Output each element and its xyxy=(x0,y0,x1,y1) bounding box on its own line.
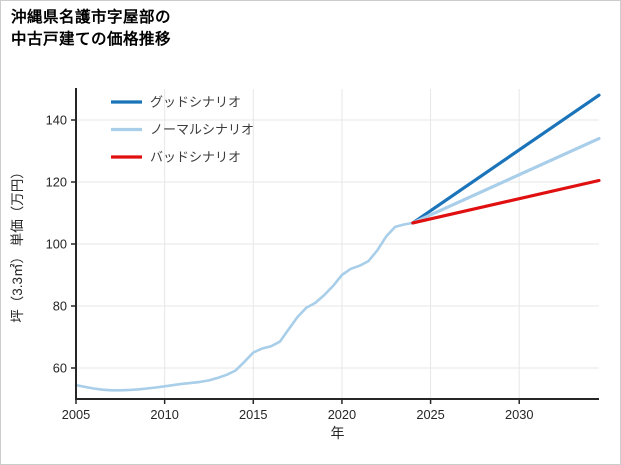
y-axis-title: 坪（3.3㎡） 単価（万円） xyxy=(10,165,25,323)
chart-title: 沖縄県名護市字屋部の 中古戸建ての価格推移 xyxy=(11,7,171,52)
y-tick-label: 60 xyxy=(53,361,67,376)
x-tick-label: 2015 xyxy=(239,407,267,422)
legend-item-good: グッドシナリオ xyxy=(111,95,241,110)
legend-label-normal: ノーマルシナリオ xyxy=(150,122,254,137)
x-tick-label: 2025 xyxy=(416,407,444,422)
chart-title-line1: 沖縄県名護市字屋部の xyxy=(11,9,172,26)
y-tick-label: 140 xyxy=(46,113,67,128)
y-tick-label: 120 xyxy=(46,175,67,190)
legend-label-bad: バッドシナリオ xyxy=(150,150,241,165)
series-line-bad xyxy=(411,178,601,225)
series-line-good xyxy=(411,93,601,225)
legend-item-bad: バッドシナリオ xyxy=(111,150,241,165)
y-tick-label: 80 xyxy=(53,299,67,314)
y-tick-label: 100 xyxy=(46,237,67,252)
series-line-history xyxy=(74,221,415,392)
x-tick-label: 2005 xyxy=(62,407,90,422)
legend-label-good: グッドシナリオ xyxy=(150,95,241,110)
x-tick-label: 2010 xyxy=(150,407,178,422)
series-line-normal xyxy=(411,137,601,225)
x-axis-title: 年 xyxy=(331,425,345,441)
chart-title-line2: 中古戸建ての価格推移 xyxy=(11,31,172,49)
legend-item-normal: ノーマルシナリオ xyxy=(111,122,254,137)
x-tick-label: 2030 xyxy=(505,407,533,422)
x-tick-label: 2020 xyxy=(328,407,356,422)
